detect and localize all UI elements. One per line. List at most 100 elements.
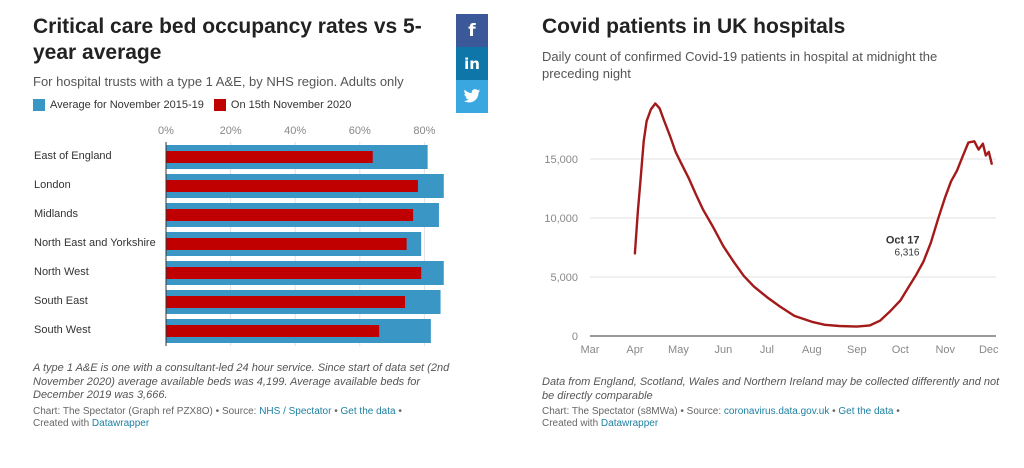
x-tick-label: 40% [284,125,306,137]
bar-2020 [166,209,414,221]
legend-item-average: Average for November 2015-19 [33,99,204,111]
right-chart-title: Covid patients in UK hospitals [542,15,846,38]
x-tick-label: 20% [220,125,242,137]
right-get-data-link[interactable]: Get the data [838,406,894,417]
right-created-prefix: Created with [542,418,601,429]
right-chart-credit: Chart: The Spectator (s8MWa) • Source: c… [542,406,1012,430]
data-point [663,119,665,121]
bar-2020 [166,238,407,250]
legend-swatch-average [33,99,45,111]
linkedin-icon: in [464,54,480,73]
x-tick-label: Aug [802,344,822,356]
x-tick-label: 80% [413,125,435,137]
category-label: South East [34,295,88,307]
left-credit-sep: • [331,406,341,417]
bar-2020 [166,180,418,192]
x-tick-label: 0% [158,125,174,137]
data-point [645,120,648,123]
left-created-prefix: Created with [33,418,92,429]
category-label: North East and Yorkshire [34,237,156,249]
y-tick-label: 15,000 [544,154,578,166]
legend-label-2020: On 15th November 2020 [230,99,352,111]
data-point [637,211,639,213]
x-tick-label: Jun [715,344,733,356]
y-tick-label: 5,000 [550,272,578,284]
category-label: East of England [34,150,112,162]
data-point [838,325,841,327]
data-point [742,275,745,277]
right-chart-subtitle: Daily count of confirmed Covid-19 patien… [542,49,938,81]
right-credit-tail: • [893,406,900,417]
bar-2020 [166,151,373,163]
x-tick-label: Oct [892,344,909,356]
right-chart-note: Data from England, Scotland, Wales and N… [542,376,1000,402]
data-point [956,170,958,172]
left-credit-prefix: Chart: The Spectator (Graph ref PZX8O) •… [33,406,260,417]
data-point [732,260,735,263]
linkedin-share-button[interactable]: in [456,47,488,80]
data-point [879,319,881,322]
data-point [987,151,990,153]
x-tick-label: 60% [349,125,371,137]
data-point [982,142,984,145]
covid-patients-line-chart: 0 5,000 10,000 15,000 Mar Apr May Jun Jul Aug Sep O… [544,102,999,356]
data-point [944,195,947,198]
data-point [929,241,932,244]
legend-swatch-2020 [213,99,226,111]
data-point [668,134,671,137]
annotation-value: 6,316 [894,247,919,258]
bar-2020 [166,296,406,308]
data-point [766,296,768,298]
left-get-data-link[interactable]: Get the data [340,406,396,417]
left-chart-subtitle: For hospital trusts with a type 1 A&E, b… [33,74,404,89]
x-tick-label: Jul [760,344,774,356]
right-source-link[interactable]: coronavirus.data.gov.uk [723,406,830,417]
x-tick-label: Mar [581,344,600,356]
facebook-share-button[interactable]: f [456,14,488,47]
category-label: Midlands [34,208,79,220]
share-bar: f in [456,14,488,113]
right-credit-prefix: Chart: The Spectator (s8MWa) • Source: [542,406,724,417]
right-datawrapper-link[interactable]: Datawrapper [600,418,659,429]
bed-occupancy-panel: Critical care bed occupancy rates vs 5-y… [0,0,500,468]
covid-hospital-panel: Covid patients in UK hospitals Daily cou… [528,0,1024,468]
left-credit-tail: • [395,406,402,417]
data-point [889,310,891,313]
x-tick-label: Apr [626,344,643,356]
legend-item-2020: On 15th November 2020 [213,99,352,111]
bed-occupancy-bar-chart: 0% 20% 40% 60% 80% East of England London Midla… [34,125,444,346]
data-point [658,107,661,110]
left-chart-credit: Chart: The Spectator (Graph ref PZX8O) •… [33,406,473,430]
data-point [869,324,871,327]
bar-2020 [166,325,380,337]
data-point [712,226,715,229]
y-tick-label: 10,000 [544,213,578,225]
data-point [722,245,725,248]
data-point [687,177,690,179]
data-point [753,285,755,288]
data-point [654,102,657,105]
left-legend: Average for November 2015-19 On 15th Nov… [33,99,361,111]
data-point [915,273,918,276]
twitter-icon [463,89,481,103]
category-label: South West [34,324,91,336]
data-point [967,141,970,144]
data-point [977,148,980,151]
annotation-date: Oct 17 [886,234,920,246]
data-point [922,260,925,263]
left-source-link[interactable]: NHS / Spectator [259,406,332,417]
data-point [642,140,645,143]
data-point [639,175,642,178]
data-point [899,299,902,302]
data-point [990,162,993,165]
data-point [674,151,677,153]
data-point [779,305,781,308]
x-tick-label: Sep [847,344,867,356]
left-chart-note: A type 1 A&E is one with a consultant-le… [33,362,450,401]
data-point [950,180,952,183]
left-datawrapper-link[interactable]: Datawrapper [91,418,150,429]
x-tick-label: May [668,344,689,356]
twitter-share-button[interactable] [456,80,488,113]
x-tick-label: Nov [935,344,955,356]
covid-patients-line [633,102,993,328]
